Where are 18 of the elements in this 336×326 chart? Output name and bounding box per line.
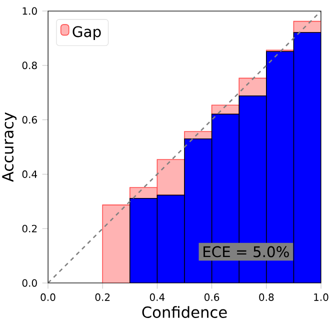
annotation: ECE = 5.0% [204,246,289,258]
y-tick-label: 0.8 [22,62,37,70]
y-tick-label: 0.4 [22,170,38,178]
y-tick-label: 0.6 [22,116,37,124]
y-tick-label: 0.2 [22,224,37,232]
x-tick-label: 0.8 [259,293,274,301]
x-tick-label: 0.6 [204,293,220,301]
bar [102,204,130,283]
y-tick-label: 1.0 [22,7,37,15]
x-tick-label: 0.0 [40,293,56,301]
y-axis-title: Accuracy [2,112,17,182]
y-tick-label: 0.0 [22,279,37,287]
legend-label: Gap [72,26,101,40]
bar [238,78,267,96]
x-tick-label: 0.4 [150,293,165,301]
x-axis-title: Confidence [142,306,227,318]
x-tick-label: 0.2 [95,293,110,301]
x-tick-label: 1.0 [314,293,328,301]
